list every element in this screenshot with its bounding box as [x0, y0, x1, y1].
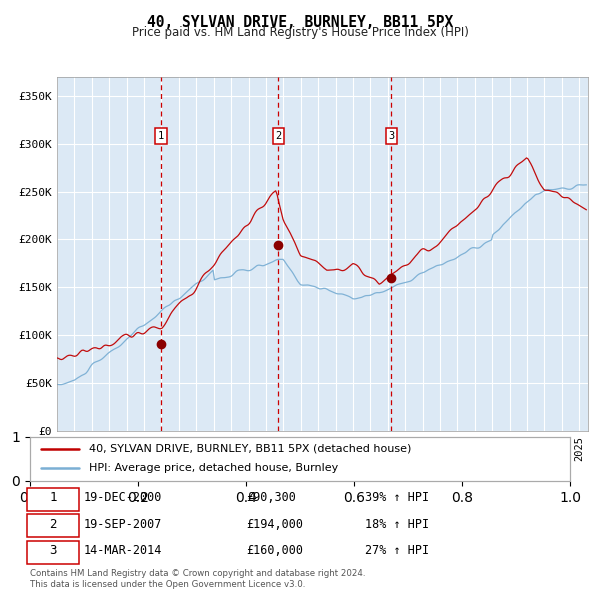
Text: 2: 2	[275, 131, 281, 141]
FancyBboxPatch shape	[28, 514, 79, 537]
Text: 18% ↑ HPI: 18% ↑ HPI	[365, 518, 429, 531]
Text: Contains HM Land Registry data © Crown copyright and database right 2024.
This d: Contains HM Land Registry data © Crown c…	[30, 569, 365, 589]
Text: £194,000: £194,000	[246, 518, 303, 531]
Text: 19-SEP-2007: 19-SEP-2007	[84, 518, 163, 531]
Text: 14-MAR-2014: 14-MAR-2014	[84, 544, 163, 557]
Text: £160,000: £160,000	[246, 544, 303, 557]
Text: 27% ↑ HPI: 27% ↑ HPI	[365, 544, 429, 557]
FancyBboxPatch shape	[28, 488, 79, 511]
Text: Price paid vs. HM Land Registry's House Price Index (HPI): Price paid vs. HM Land Registry's House …	[131, 26, 469, 39]
Text: £90,300: £90,300	[246, 491, 296, 504]
Text: 40, SYLVAN DRIVE, BURNLEY, BB11 5PX (detached house): 40, SYLVAN DRIVE, BURNLEY, BB11 5PX (det…	[89, 444, 412, 454]
Text: 19-DEC-2000: 19-DEC-2000	[84, 491, 163, 504]
Text: 1: 1	[158, 131, 164, 141]
Text: 2: 2	[49, 518, 57, 531]
Text: 3: 3	[388, 131, 394, 141]
Text: 39% ↑ HPI: 39% ↑ HPI	[365, 491, 429, 504]
Text: 40, SYLVAN DRIVE, BURNLEY, BB11 5PX: 40, SYLVAN DRIVE, BURNLEY, BB11 5PX	[147, 15, 453, 30]
FancyBboxPatch shape	[28, 541, 79, 564]
Text: 1: 1	[49, 491, 57, 504]
Text: HPI: Average price, detached house, Burnley: HPI: Average price, detached house, Burn…	[89, 464, 338, 473]
Text: 3: 3	[49, 544, 57, 557]
